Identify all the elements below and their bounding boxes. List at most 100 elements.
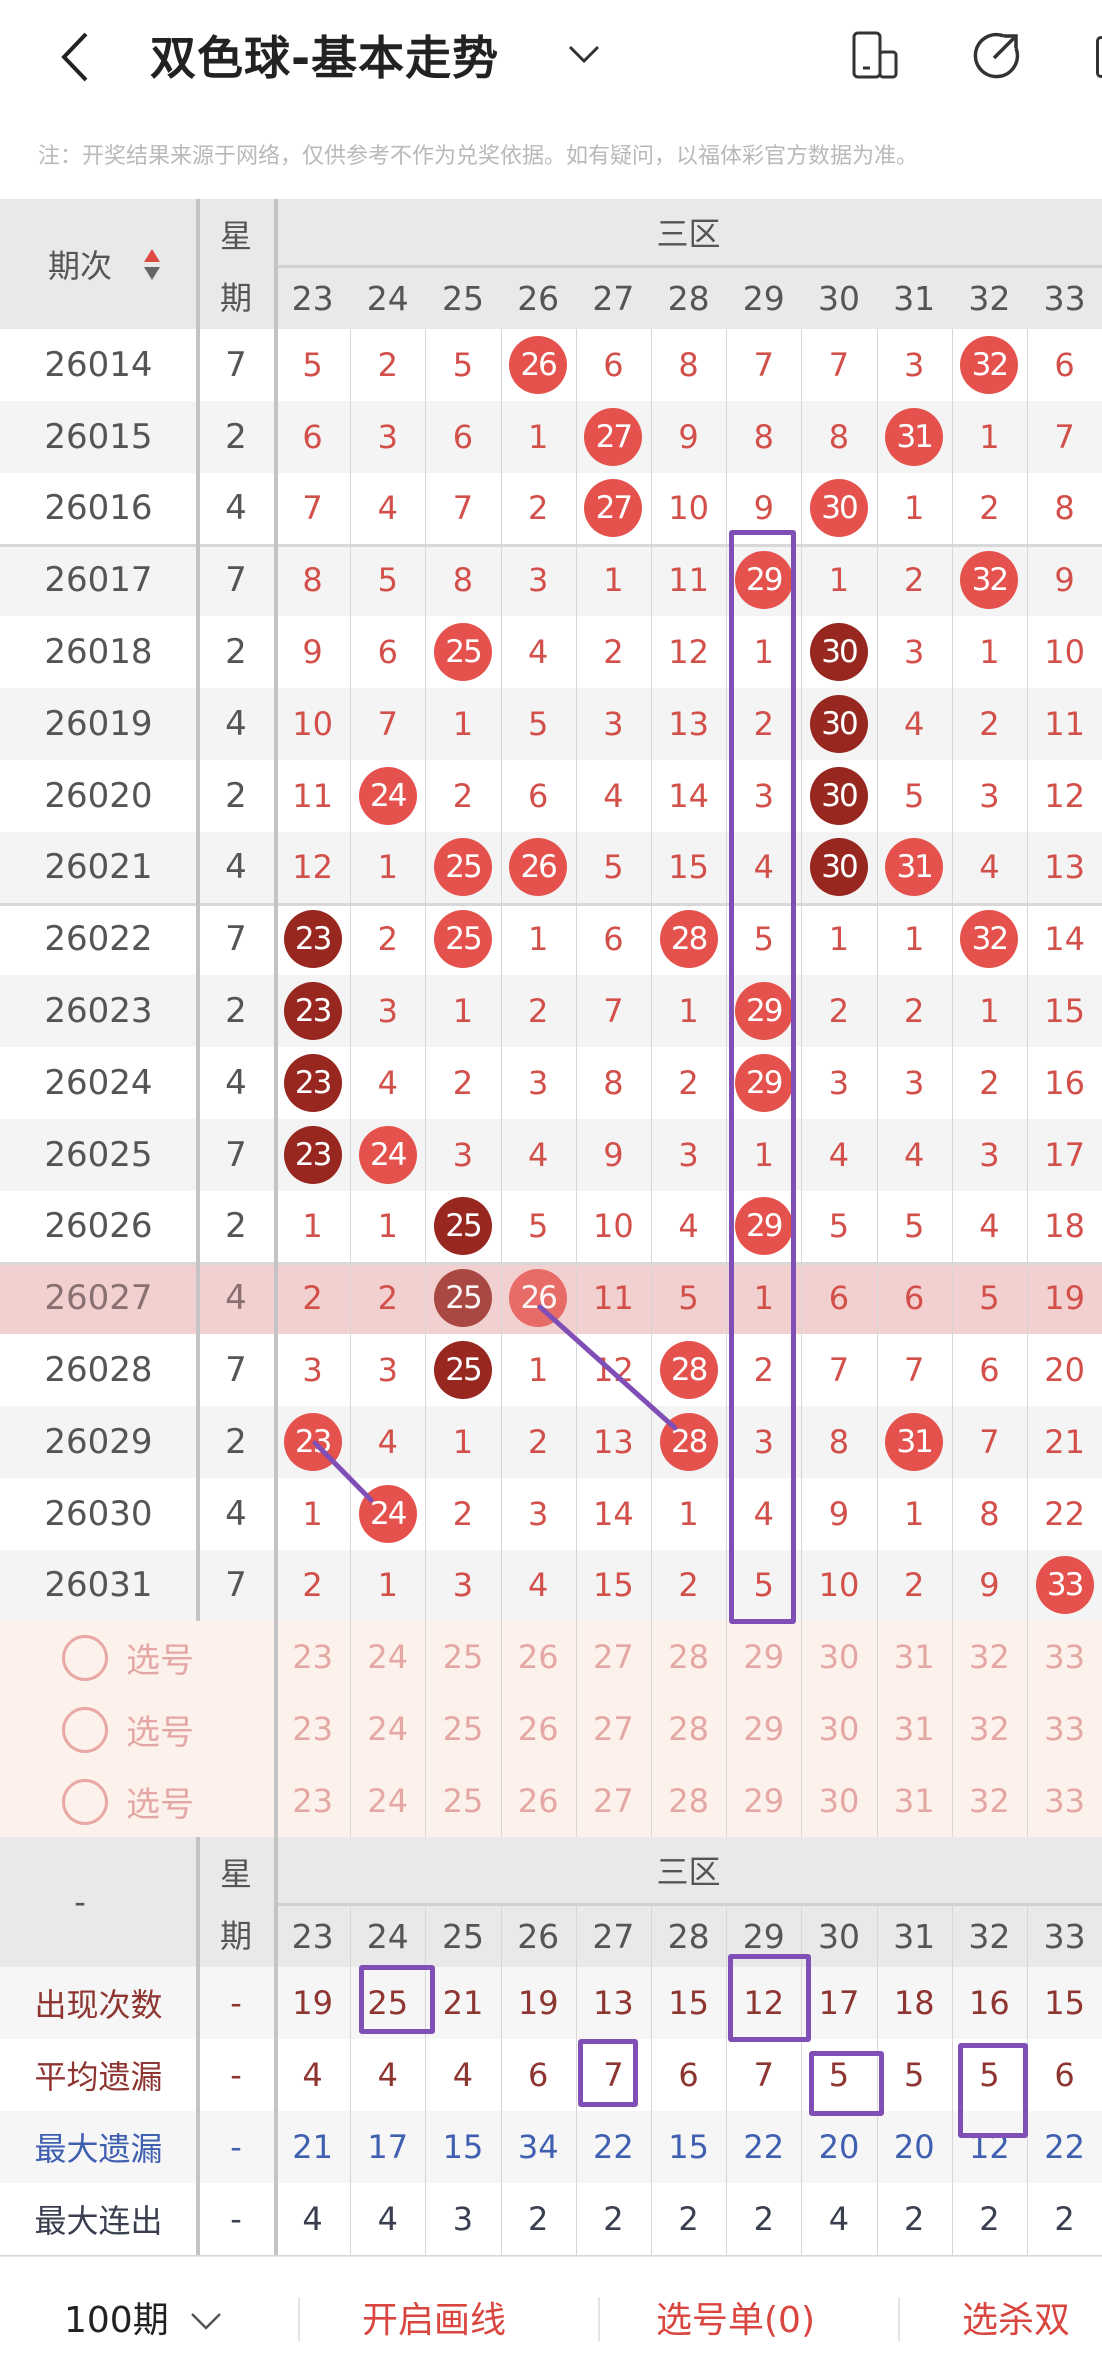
miss-count[interactable]: 2 [603,633,624,672]
ball-cell[interactable]: 30 [801,760,876,832]
column-header-27[interactable]: 27 [592,1916,635,1956]
pick-number[interactable]: 25 [442,1782,484,1821]
miss-count[interactable]: 3 [904,1063,925,1102]
ball-cell[interactable]: 24 [350,1119,425,1191]
share-icon[interactable] [970,30,1022,82]
miss-count[interactable]: 12 [593,1351,634,1390]
miss-count[interactable]: 1 [828,561,850,600]
miss-count[interactable]: 11 [593,1279,634,1318]
miss-count[interactable]: 2 [678,1566,699,1605]
column-header-32[interactable]: 32 [968,278,1011,318]
miss-count[interactable]: 4 [904,1135,925,1174]
device-switch-icon[interactable] [850,30,902,82]
miss-count[interactable]: 3 [528,1063,549,1102]
ball-cell[interactable]: 30 [801,832,876,904]
pick-number[interactable]: 33 [1044,1710,1085,1749]
miss-count[interactable]: 9 [1054,561,1075,600]
miss-count[interactable]: 6 [528,776,549,815]
miss-count[interactable]: 4 [753,1494,774,1533]
ball-cell[interactable]: 24 [350,1478,425,1550]
miss-count[interactable]: 4 [753,848,774,887]
miss-count[interactable]: 6 [979,1351,1000,1390]
miss-count[interactable]: 2 [528,1422,549,1461]
miss-count[interactable]: 2 [828,992,850,1031]
ball-cell[interactable]: 23 [275,1047,350,1119]
ball-cell[interactable]: 29 [726,1047,801,1119]
miss-count[interactable]: 6 [302,417,323,456]
miss-count[interactable]: 3 [452,1566,474,1605]
pick-number[interactable]: 28 [668,1782,709,1821]
miss-count[interactable]: 3 [528,1494,549,1533]
miss-count[interactable]: 3 [528,561,549,600]
ball-cell[interactable]: 24 [350,760,425,832]
miss-count[interactable]: 2 [452,776,474,815]
kill-button[interactable]: 选杀双 [962,2300,1071,2341]
miss-count[interactable]: 9 [828,1494,850,1533]
ball-cell[interactable]: 26 [501,1262,576,1334]
miss-count[interactable]: 5 [904,1207,925,1246]
miss-count[interactable]: 3 [753,1422,774,1461]
pick-number[interactable]: 26 [517,1710,559,1749]
ball-cell[interactable]: 27 [576,473,651,545]
ball-cell[interactable]: 25 [425,1262,500,1334]
miss-count[interactable]: 4 [979,1207,1000,1246]
miss-count[interactable]: 11 [668,561,709,600]
miss-count[interactable]: 1 [528,920,549,959]
ball-cell[interactable]: 30 [801,688,876,760]
period-select[interactable]: 100期 [64,2291,224,2343]
miss-count[interactable]: 7 [979,1422,1000,1461]
miss-count[interactable]: 8 [603,1063,624,1102]
pick-number[interactable]: 24 [367,1638,409,1677]
miss-count[interactable]: 5 [678,1279,699,1318]
miss-count[interactable]: 2 [753,1351,774,1390]
ball-cell[interactable]: 30 [801,473,876,545]
miss-count[interactable]: 5 [528,1207,549,1246]
miss-count[interactable]: 2 [904,561,925,600]
miss-count[interactable]: 9 [979,1566,1000,1605]
miss-count[interactable]: 8 [979,1494,1000,1533]
miss-count[interactable]: 16 [1044,1063,1085,1102]
column-header-25[interactable]: 25 [441,1916,484,1956]
miss-count[interactable]: 1 [979,633,1000,672]
miss-count[interactable]: 10 [668,489,709,528]
column-header-26[interactable]: 26 [517,278,560,318]
miss-count[interactable]: 17 [1044,1135,1085,1174]
pick-radio[interactable] [62,1707,108,1754]
column-header-32[interactable]: 32 [968,1916,1011,1956]
miss-count[interactable]: 3 [452,1135,474,1174]
miss-count[interactable]: 9 [678,417,699,456]
pick-number[interactable]: 30 [818,1710,860,1749]
miss-count[interactable]: 1 [904,489,925,528]
miss-count[interactable]: 1 [828,920,850,959]
ball-cell[interactable]: 32 [952,329,1027,401]
miss-count[interactable]: 19 [1044,1279,1085,1318]
miss-count[interactable]: 2 [377,345,398,384]
pick-label[interactable]: 选号 [126,1784,194,1825]
pick-list-button[interactable]: 选号单(0) [656,2300,815,2341]
miss-count[interactable]: 12 [1044,776,1085,815]
miss-count[interactable]: 11 [1044,704,1085,743]
ball-cell[interactable]: 25 [425,1191,500,1263]
miss-count[interactable]: 1 [452,992,474,1031]
column-header-26[interactable]: 26 [517,1916,560,1956]
miss-count[interactable]: 1 [753,633,774,672]
miss-count[interactable]: 5 [828,1207,850,1246]
more-icon[interactable] [1096,36,1102,78]
miss-count[interactable]: 8 [452,561,474,600]
miss-count[interactable]: 1 [452,704,474,743]
miss-count[interactable]: 1 [302,1494,323,1533]
miss-count[interactable]: 8 [1054,489,1075,528]
miss-count[interactable]: 3 [904,345,925,384]
miss-count[interactable]: 15 [1044,992,1085,1031]
sort-up-down-icon[interactable] [142,247,162,283]
pick-radio[interactable] [62,1779,108,1826]
miss-count[interactable]: 2 [979,1063,1000,1102]
miss-count[interactable]: 4 [603,776,624,815]
column-header-29[interactable]: 29 [742,278,785,318]
miss-count[interactable]: 3 [904,633,925,672]
miss-count[interactable]: 4 [528,1566,549,1605]
miss-count[interactable]: 6 [377,633,398,672]
miss-count[interactable]: 10 [593,1207,634,1246]
pick-number[interactable]: 30 [818,1782,860,1821]
ball-cell[interactable]: 25 [425,903,500,975]
